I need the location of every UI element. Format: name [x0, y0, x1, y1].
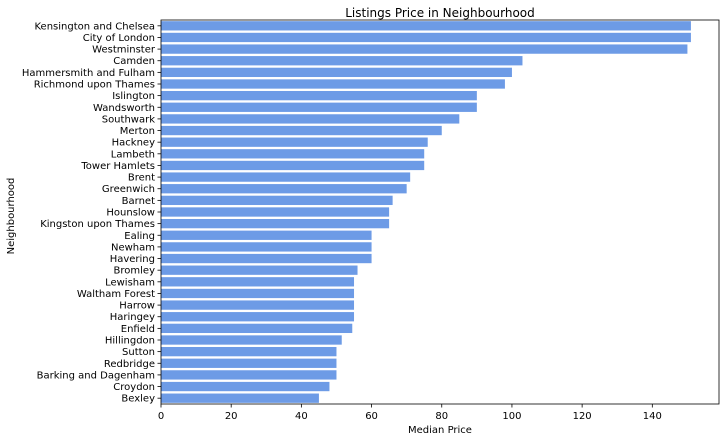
y-tick-label: Waltham Forest: [77, 289, 155, 300]
bar-bexley: [161, 393, 319, 403]
x-tick-label: 120: [573, 411, 592, 422]
y-tick-label: Sutton: [122, 347, 155, 358]
bar-waltham-forest: [161, 288, 355, 299]
plot-frame: [160, 19, 720, 405]
x-axis-label: Median Price: [408, 425, 472, 436]
y-tick-label: Enfield: [121, 324, 155, 335]
bar-islington: [161, 90, 477, 101]
bar-kingston-upon-thames: [161, 218, 390, 229]
y-tick-label: Richmond upon Thames: [34, 80, 155, 91]
y-tick-label: Ealing: [124, 231, 155, 242]
chart-title: Listings Price in Neighbourhood: [345, 6, 535, 20]
y-tick-label: Lewisham: [105, 277, 155, 288]
y-tick-label: Bexley: [121, 394, 155, 405]
x-tick-label: 60: [365, 411, 378, 422]
x-tick-label: 80: [435, 411, 448, 422]
y-tick-label: Harrow: [119, 301, 155, 312]
bar-harrow: [161, 300, 355, 310]
y-tick-label: Islington: [112, 91, 155, 102]
bar-hammersmith-and-fulham: [161, 67, 512, 78]
y-tick-label: Camden: [113, 56, 155, 67]
y-tick-label: Merton: [120, 126, 155, 137]
bars-group: [161, 21, 691, 403]
bar-wandsworth: [161, 102, 477, 112]
bar-hillingdon: [161, 335, 342, 345]
bar-brent: [161, 172, 411, 182]
y-tick-label: City of London: [83, 33, 155, 44]
y-tick-label: Kingston upon Thames: [40, 219, 155, 230]
bar-sutton: [161, 346, 337, 357]
y-tick-label: Barking and Dagenham: [37, 370, 155, 381]
y-tick-label: Barnet: [122, 196, 155, 207]
bar-croydon: [161, 381, 330, 392]
x-tick-label: 20: [225, 411, 238, 422]
bar-city-of-london: [161, 32, 691, 43]
y-tick-label: Haringey: [110, 312, 155, 323]
bar-richmond-upon-thames: [161, 79, 505, 89]
bar-tower-hamlets: [161, 160, 425, 171]
y-tick-label: Wandsworth: [93, 103, 155, 114]
y-tick-label: Hackney: [112, 138, 155, 149]
bar-lambeth: [161, 149, 425, 159]
y-tick-label: Westminster: [92, 45, 156, 56]
bar-hounslow: [161, 207, 390, 217]
y-tick-label: Greenwich: [102, 184, 155, 195]
y-tick-label: Newham: [111, 242, 155, 253]
y-axis-label: Neighbourhood: [6, 178, 17, 255]
bar-merton: [161, 125, 442, 136]
y-tick-label: Southwark: [102, 114, 155, 125]
bar-kensington-and-chelsea: [161, 21, 691, 31]
bar-hackney: [161, 137, 428, 147]
bar-haringey: [161, 312, 355, 322]
y-tick-label: Brent: [128, 173, 155, 184]
x-tick-label: 0: [158, 411, 164, 422]
bar-ealing: [161, 230, 372, 240]
bar-bromley: [161, 265, 358, 275]
y-tick-label: Hillingdon: [105, 336, 155, 347]
y-tick-label: Hounslow: [106, 208, 155, 219]
y-tick-label: Croydon: [113, 382, 155, 393]
bar-newham: [161, 242, 372, 252]
bar-barnet: [161, 195, 393, 206]
y-tick-label: Bromley: [114, 266, 156, 277]
bar-westminster: [161, 44, 688, 54]
bar-greenwich: [161, 184, 407, 194]
bar-enfield: [161, 323, 353, 334]
bar-southwark: [161, 114, 460, 124]
x-tick-label: 40: [295, 411, 308, 422]
x-tick-label: 140: [643, 411, 662, 422]
bar-lewisham: [161, 277, 355, 287]
bar-havering: [161, 253, 372, 264]
y-tick-label: Havering: [110, 254, 155, 265]
x-tick-label: 100: [502, 411, 521, 422]
bar-redbridge: [161, 358, 337, 368]
y-tick-label: Hammersmith and Fulham: [22, 68, 155, 79]
y-tick-label: Redbridge: [104, 359, 155, 370]
y-tick-label: Tower Hamlets: [80, 161, 155, 172]
x-axis-ticks: 0 20 40 60 80 100 120 140: [158, 404, 662, 422]
y-tick-label: Kensington and Chelsea: [34, 21, 155, 32]
bar-camden: [161, 56, 523, 66]
y-tick-label: Lambeth: [111, 149, 155, 160]
bar-barking-and-dagenham: [161, 370, 337, 380]
